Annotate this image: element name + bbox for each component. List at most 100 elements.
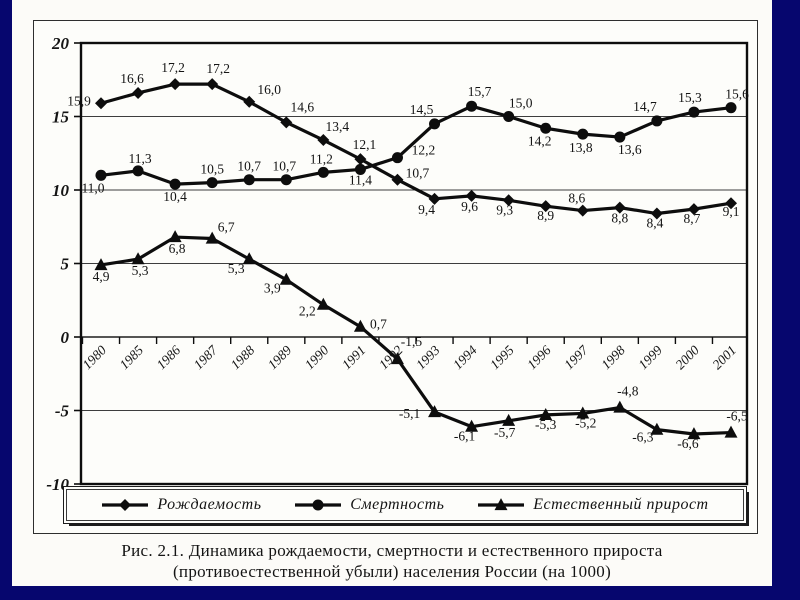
death-rate-point-1997: [577, 128, 589, 140]
birth-rate-point-1993: [428, 192, 441, 205]
birth-rate-data-label: 8,9: [537, 208, 554, 223]
natural-increase-data-label: 6,7: [218, 220, 235, 235]
legend-label-natural-increase: Естественный прирост: [533, 496, 709, 513]
death-rate-point-1985: [132, 165, 144, 177]
death-rate-point-1995: [503, 110, 515, 123]
x-axis-tick-label: 1990: [302, 342, 332, 372]
natural-increase-data-label: 4,9: [93, 269, 110, 284]
y-axis-tick-label: 15: [52, 108, 70, 127]
birth-rate-point-1992: [391, 173, 404, 186]
natural-increase-point-1990: [316, 297, 330, 310]
death-rate-point-1999: [651, 115, 663, 127]
birth-rate-data-label: 8,7: [684, 211, 701, 226]
death-rate-point-2000: [688, 106, 700, 118]
birth-rate-data-label: 8,4: [646, 216, 663, 231]
legend-item-birth-rate: Рождаемость: [101, 496, 261, 514]
birth-rate-data-label: 9,6: [461, 199, 478, 214]
x-axis-tick-label: 1997: [561, 342, 592, 373]
x-axis-tick-label: 1999: [635, 342, 665, 372]
natural-increase-data-label: 2,2: [299, 304, 316, 319]
natural-increase-point-1998: [613, 400, 627, 413]
natural-increase-marker-icon: [478, 498, 525, 511]
death-rate-data-label: 15,0: [509, 96, 533, 111]
legend-item-death-rate: Смертность: [294, 496, 444, 514]
x-axis-tick-label: 1996: [524, 342, 554, 372]
figure-caption: Рис. 2.1. Динамика рождаемости, смертнос…: [12, 540, 772, 583]
death-rate-data-label: 10,7: [272, 159, 296, 174]
x-axis-tick-label: 1995: [487, 342, 517, 372]
x-axis-tick-label: 1994: [450, 342, 480, 372]
birth-rate-data-label: 13,4: [326, 119, 350, 134]
birth-rate-data-label: 17,2: [206, 61, 230, 76]
chart-legend-inner: Рождаемость Смертность Естественный прир…: [66, 489, 744, 521]
death-rate-point-1980: [95, 169, 107, 181]
natural-increase-point-1999: [650, 422, 664, 435]
natural-increase-data-label: 0,7: [370, 317, 387, 332]
death-rate-data-label: 13,6: [618, 142, 642, 157]
death-rate-data-label: 15,6: [725, 87, 749, 102]
natural-increase-data-label: -5,1: [399, 406, 420, 421]
birth-rate-point-2001: [725, 197, 737, 210]
natural-increase-data-label: -5,2: [575, 415, 596, 430]
natural-increase-point-2001: [724, 425, 738, 438]
birth-rate-data-label: 8,6: [568, 191, 585, 206]
natural-increase-point-1988: [242, 252, 256, 265]
birth-rate-data-label: 9,4: [418, 202, 435, 217]
natural-increase-data-label: -1,5: [401, 334, 423, 349]
death-rate-series: [95, 100, 737, 190]
death-rate-data-label: 15,7: [468, 84, 492, 99]
death-rate-point-2001: [725, 102, 737, 114]
natural-increase-data-label: 6,8: [169, 241, 186, 256]
natural-increase-data-label: -6,1: [454, 429, 475, 444]
birth-rate-point-1991: [354, 153, 367, 166]
natural-increase-point-1994: [465, 419, 479, 432]
birth-rate-data-label: 15,9: [67, 93, 91, 108]
natural-increase-data-label: 3,9: [264, 281, 281, 296]
birth-rate-marker-icon: [102, 499, 149, 511]
x-axis-tick-label: 1986: [154, 342, 184, 372]
natural-increase-point-2000: [687, 427, 701, 440]
birth-rate-point-1987: [206, 78, 219, 91]
figure-caption-line2: (противоестественной убыли) населения Ро…: [172, 562, 612, 582]
natural-increase-data-label: -6,5: [726, 409, 748, 424]
x-axis-tick-label: 1988: [228, 342, 258, 372]
natural-increase-point-1991: [353, 319, 367, 332]
natural-increase-point-1986: [168, 230, 182, 243]
death-rate-data-label: 11,3: [128, 151, 151, 166]
death-rate-line: [100, 104, 732, 186]
y-axis-tick-label: -5: [55, 402, 70, 421]
natural-increase-point-1996: [539, 408, 553, 421]
death-rate-data-label: 10,5: [200, 162, 224, 177]
death-rate-data-label: 13,8: [569, 140, 593, 155]
birth-rate-point-1999: [650, 207, 663, 220]
birth-rate-data-label: 16,6: [120, 71, 144, 86]
x-axis-tick-label: 1998: [598, 342, 628, 372]
death-rate-point-1986: [169, 178, 181, 190]
death-rate-point-1987: [206, 177, 218, 189]
x-axis-tick-label: 2000: [672, 342, 702, 372]
death-rate-data-label: 11,0: [81, 180, 104, 195]
y-axis-tick-label: 10: [52, 181, 70, 200]
natural-increase-point-1987: [205, 231, 219, 244]
death-rate-data-label: 12,2: [412, 143, 436, 158]
slide-background: 20 15 10 5 0 -5 -10 1980 1985 1986 1987 1988 1989 199…: [12, 0, 772, 586]
birth-rate-point-1998: [613, 201, 626, 214]
death-rate-data-label: 11,4: [349, 172, 372, 187]
birth-rate-point-1995: [502, 194, 515, 207]
y-axis-tick-label: 0: [61, 328, 70, 347]
natural-increase-point-1993: [428, 405, 442, 418]
birth-rate-data-label: 8,8: [611, 211, 628, 226]
x-axis-tick-label: 1987: [191, 342, 222, 373]
death-rate-point-1998: [614, 131, 626, 143]
death-rate-data-label: 10,7: [237, 159, 261, 174]
birth-rate-line: [100, 82, 732, 216]
natural-increase-data-label: -6,6: [677, 436, 699, 451]
natural-increase-point-1989: [279, 272, 293, 285]
birth-rate-data-label: 17,2: [161, 60, 185, 75]
death-rate-point-1992: [391, 152, 403, 164]
chart-legend: Рождаемость Смертность Естественный прир…: [63, 486, 747, 524]
legend-label-birth-rate: Рождаемость: [157, 496, 262, 513]
y-axis-tick-label: 20: [51, 34, 70, 53]
death-rate-point-1996: [540, 122, 552, 134]
